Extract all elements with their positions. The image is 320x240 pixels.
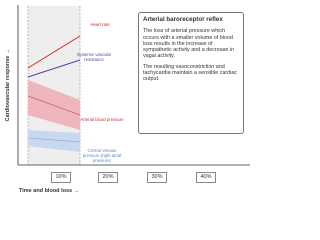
info-box: Arterial baroreceptor reflex The loss of… — [138, 12, 244, 134]
curve-label: Systemic vascular resistance — [76, 52, 112, 62]
curve-label: Central venous pressure (right atrial pr… — [82, 148, 122, 163]
y-axis-label: Cardiovascular response → — [5, 49, 11, 122]
abp-band — [28, 80, 80, 130]
x-axis-label: Time and blood loss → — [19, 188, 79, 194]
info-paragraph: The resulting vasoconstriction and tachy… — [143, 63, 238, 83]
cvp-line — [27, 137, 81, 143]
curve-label: Arterial blood pressure — [80, 117, 124, 122]
x-marker: 40% — [196, 172, 216, 183]
abp-line — [27, 95, 81, 116]
x-marker: 10% — [51, 172, 71, 183]
svr-line — [27, 59, 81, 78]
x-marker: 20% — [98, 172, 118, 183]
curve-label: Heart rate — [90, 22, 110, 27]
heart-rate-line — [27, 35, 81, 69]
info-title: Arterial baroreceptor reflex — [143, 16, 223, 23]
plot: Cardiovascular response → Time and blood… — [5, 5, 250, 194]
x-marker: 30% — [147, 172, 167, 183]
diagram: Cardiovascular response → Time and blood… — [5, 5, 250, 194]
cvp-band — [28, 130, 80, 152]
info-paragraph: The loss of arterial pressure which occu… — [143, 28, 235, 60]
